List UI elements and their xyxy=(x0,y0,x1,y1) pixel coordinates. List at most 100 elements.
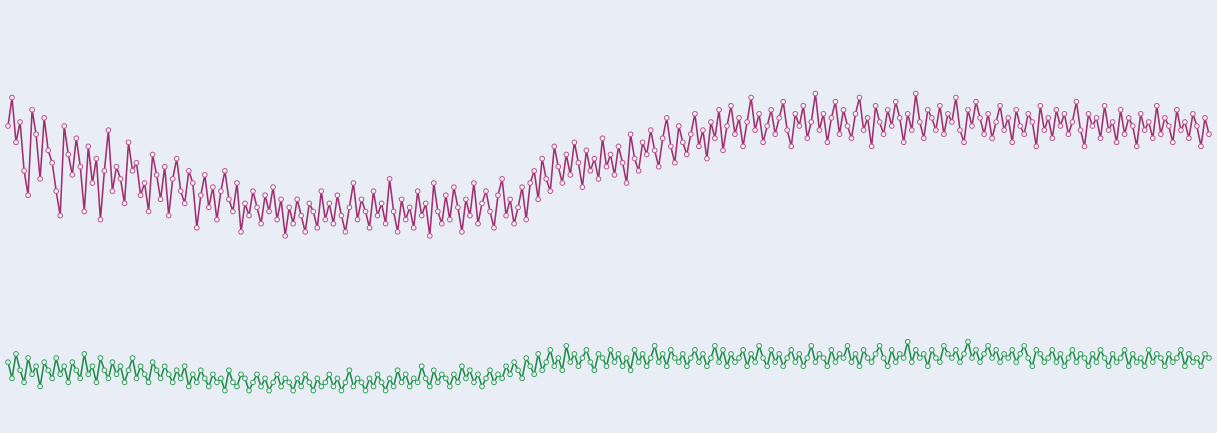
series-1-point xyxy=(459,363,465,370)
series-1-point xyxy=(784,355,791,361)
series-0-point xyxy=(985,110,991,117)
series-1-point xyxy=(214,379,220,386)
series-0-point xyxy=(583,147,590,154)
series-1-point xyxy=(1077,351,1084,357)
series-0-point xyxy=(1129,123,1136,129)
series-1-point xyxy=(1121,347,1128,353)
series-0-point xyxy=(386,176,393,182)
series-1-point xyxy=(137,363,144,370)
series-1-point xyxy=(1017,351,1024,357)
series-1-point xyxy=(222,387,228,394)
series-1-point xyxy=(547,347,554,353)
series-1-point xyxy=(756,342,762,349)
series-1-point xyxy=(1149,359,1156,365)
series-0-point xyxy=(1141,127,1148,133)
series-0-point xyxy=(1065,131,1072,138)
series-1-point xyxy=(386,375,393,382)
series-0-point xyxy=(246,212,252,219)
series-1-point xyxy=(985,342,991,349)
series-0-point xyxy=(792,110,799,117)
series-1-point xyxy=(471,379,477,386)
series-0-point xyxy=(724,123,730,129)
series-0-point xyxy=(997,102,1003,109)
series-0-point xyxy=(1121,131,1128,138)
series-0-line xyxy=(7,92,1210,237)
series-0-point xyxy=(1194,123,1200,129)
series-1-point xyxy=(1073,359,1080,365)
series-0-point xyxy=(89,180,96,186)
series-1-point xyxy=(197,367,204,374)
series-1-point xyxy=(856,363,863,370)
series-1-point xyxy=(318,383,325,390)
series-1-point xyxy=(250,379,256,386)
series-1-point xyxy=(1025,355,1032,361)
series-1-point xyxy=(535,351,542,357)
series-1-point xyxy=(378,379,385,386)
series-1-point xyxy=(965,338,971,345)
series-1-point xyxy=(852,351,859,357)
series-1-point xyxy=(969,355,975,361)
series-0-point xyxy=(696,143,702,150)
series-0-point xyxy=(1085,110,1092,117)
series-0-point xyxy=(603,163,610,170)
series-1-point xyxy=(346,367,353,374)
series-0-point xyxy=(234,180,240,186)
series-0-point xyxy=(555,163,562,170)
series-1-point xyxy=(169,379,176,386)
series-1-point xyxy=(342,379,349,386)
series-1-point xyxy=(888,347,895,353)
series-0-point xyxy=(752,127,758,133)
series-0-point xyxy=(832,98,839,105)
series-1-point xyxy=(113,371,120,378)
series-0-point xyxy=(760,139,766,146)
series-0-point xyxy=(169,176,176,182)
series-1-point xyxy=(924,363,931,370)
series-1-point xyxy=(503,363,509,370)
series-1-point xyxy=(479,383,485,390)
series-1-point xyxy=(764,363,771,370)
series-0-point xyxy=(274,216,280,223)
series-1-point xyxy=(230,379,236,386)
series-0-point xyxy=(1029,119,1036,125)
series-1-point xyxy=(9,375,15,382)
series-1-point xyxy=(61,363,68,370)
series-1-point xyxy=(539,367,546,374)
series-1-point xyxy=(567,359,574,365)
series-1-point xyxy=(848,359,855,365)
series-0-point xyxy=(25,192,31,199)
series-1-point xyxy=(173,367,180,374)
series-1-point xyxy=(579,355,586,361)
series-0-point xyxy=(683,151,690,158)
series-1-point xyxy=(1182,363,1188,370)
series-1-point xyxy=(671,355,678,361)
series-0-point xyxy=(571,139,578,146)
series-0-point xyxy=(679,139,686,146)
series-1-point xyxy=(105,375,112,382)
series-0-point xyxy=(904,110,911,117)
series-1-point xyxy=(1057,351,1064,357)
series-1-point xyxy=(800,363,807,370)
series-0-point xyxy=(1037,102,1044,109)
series-1-point xyxy=(949,355,955,361)
series-1-point xyxy=(796,351,803,357)
series-1-point xyxy=(1125,363,1132,370)
series-1-point xyxy=(571,351,578,357)
series-0-point xyxy=(687,131,694,138)
series-0-point xyxy=(961,139,967,146)
series-0-point xyxy=(1001,127,1007,133)
series-1-point xyxy=(57,371,64,378)
series-1-point xyxy=(193,379,200,386)
series-0-point xyxy=(29,106,35,113)
series-1-point xyxy=(828,347,835,353)
series-0-point xyxy=(45,147,52,154)
series-1-point xyxy=(892,359,899,365)
series-1-point xyxy=(788,347,795,353)
series-0-point xyxy=(635,167,642,174)
series-0-point xyxy=(523,216,530,223)
series-1-point xyxy=(904,338,911,345)
series-layer xyxy=(5,90,1212,394)
series-0-point xyxy=(764,123,771,129)
series-1-point xyxy=(1065,355,1072,361)
series-1-point xyxy=(551,363,558,370)
series-0-point xyxy=(326,200,333,207)
